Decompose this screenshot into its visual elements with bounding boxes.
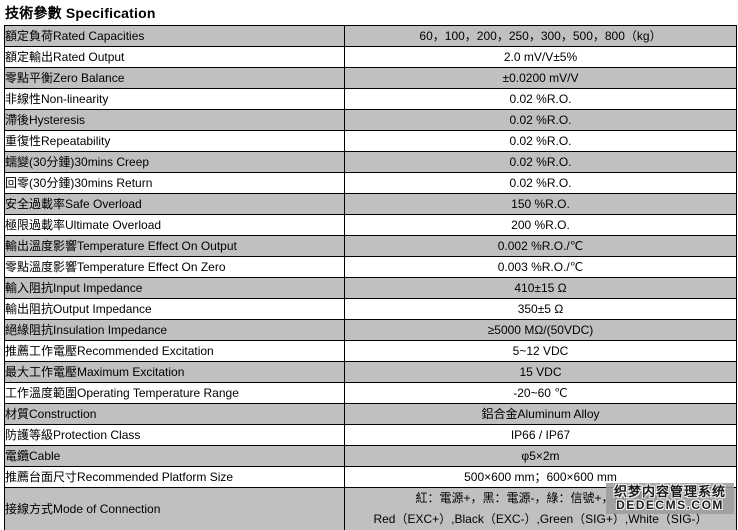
table-row: 極限過載率Ultimate Overload 200 %R.O. [4, 214, 737, 236]
table-row: 工作溫度範圍Operating Temperature Range -20~60 … [4, 382, 737, 404]
spec-parameter-value: 500×600 mm；600×600 mm [344, 466, 737, 488]
table-row: 零點平衡Zero Balance ±0.0200 mV/V [4, 67, 737, 89]
spec-value-line: Red（EXC+）,Black（EXC-）,Green（SIG+）,White（… [373, 512, 708, 526]
spec-parameter-value: 15 VDC [344, 361, 737, 383]
spec-parameter-value: 0.02 %R.O. [344, 88, 737, 110]
spec-parameter-value: 鋁合金Aluminum Alloy [344, 403, 737, 425]
spec-parameter-label: 材質Construction [4, 403, 345, 425]
table-row: 材質Construction 鋁合金Aluminum Alloy [4, 403, 737, 425]
spec-parameter-label: 推薦台面尺寸Recommended Platform Size [4, 466, 345, 488]
spec-parameter-label: 防護等級Protection Class [4, 424, 345, 446]
spec-parameter-value: ±0.0200 mV/V [344, 67, 737, 89]
spec-parameter-value: IP66 / IP67 [344, 424, 737, 446]
table-row: 蠕變(30分鍾)30mins Creep 0.02 %R.O. [4, 151, 737, 173]
spec-parameter-value: 0.02 %R.O. [344, 130, 737, 152]
watermark-domain: DEDECMS.COM [616, 498, 724, 512]
spec-parameter-value: 0.003 %R.O./℃ [344, 256, 737, 278]
table-row: 接線方式Mode of Connection 紅：電源+，黑：電源-，綠：信號+，… [4, 487, 737, 530]
table-row: 額定負荷Rated Capacities 60，100，200，250，300，5… [4, 25, 737, 47]
spec-parameter-label: 絕緣阻抗Insulation Impedance [4, 319, 345, 341]
spec-parameter-value: 60，100，200，250，300，500，800（kg） [344, 25, 737, 47]
spec-parameter-label: 接線方式Mode of Connection [4, 487, 345, 530]
table-row: 最大工作電壓Maximum Excitation 15 VDC [4, 361, 737, 383]
spec-parameter-label: 輸出溫度影響Temperature Effect On Output [4, 235, 345, 257]
spec-parameter-value: 350±5 Ω [344, 298, 737, 320]
spec-parameter-label: 極限過載率Ultimate Overload [4, 214, 345, 236]
table-row: 輸出溫度影響Temperature Effect On Output 0.002 … [4, 235, 737, 257]
spec-parameter-value: 5~12 VDC [344, 340, 737, 362]
table-row: 防護等級Protection Class IP66 / IP67 [4, 424, 737, 446]
spec-parameter-value: 2.0 mV/V±5% [344, 46, 737, 68]
specification-table: 額定負荷Rated Capacities 60，100，200，250，300，5… [4, 25, 737, 530]
table-row: 額定輸出Rated Output 2.0 mV/V±5% [4, 46, 737, 68]
table-row: 輸入阻抗Input Impedance 410±15 Ω [4, 277, 737, 299]
spec-value-line: 紅：電源+，黑：電源-，綠：信號+，白：信號- [415, 491, 666, 505]
spec-parameter-label: 零點平衡Zero Balance [4, 67, 345, 89]
spec-parameter-label: 安全過載率Safe Overload [4, 193, 345, 215]
spec-parameter-label: 重復性Repeatability [4, 130, 345, 152]
table-row: 安全過載率Safe Overload 150 %R.O. [4, 193, 737, 215]
spec-parameter-value: 0.02 %R.O. [344, 172, 737, 194]
table-row: 電纜Cable φ5×2m [4, 445, 737, 467]
spec-parameter-label: 蠕變(30分鍾)30mins Creep [4, 151, 345, 173]
table-row: 推薦工作電壓Recommended Excitation 5~12 VDC [4, 340, 737, 362]
page-title: 技術參數 Specification [5, 5, 156, 21]
spec-parameter-value: 410±15 Ω [344, 277, 737, 299]
spec-parameter-value: φ5×2m [344, 445, 737, 467]
table-row: 輸出阻抗Output Impedance 350±5 Ω [4, 298, 737, 320]
spec-parameter-label: 推薦工作電壓Recommended Excitation [4, 340, 345, 362]
spec-parameter-value: 0.02 %R.O. [344, 151, 737, 173]
spec-parameter-value: ≥5000 MΩ/(50VDC) [344, 319, 737, 341]
spec-parameter-value: 紅：電源+，黑：電源-，綠：信號+，白：信號- Red（EXC+）,Black（E… [344, 487, 737, 530]
spec-parameter-label: 額定負荷Rated Capacities [4, 25, 345, 47]
spec-parameter-label: 輸入阻抗Input Impedance [4, 277, 345, 299]
table-row: 重復性Repeatability 0.02 %R.O. [4, 130, 737, 152]
spec-parameter-label: 零點溫度影響Temperature Effect On Zero [4, 256, 345, 278]
table-row: 推薦台面尺寸Recommended Platform Size 500×600 m… [4, 466, 737, 488]
spec-parameter-label: 滯後Hysteresis [4, 109, 345, 131]
spec-parameter-value: 150 %R.O. [344, 193, 737, 215]
spec-parameter-value: 0.02 %R.O. [344, 109, 737, 131]
spec-parameter-label: 輸出阻抗Output Impedance [4, 298, 345, 320]
watermark-text: 织梦内容管理系统 [613, 484, 726, 499]
table-row: 非線性Non-linearity 0.02 %R.O. [4, 88, 737, 110]
table-row: 零點溫度影響Temperature Effect On Zero 0.003 %R… [4, 256, 737, 278]
spec-parameter-value: -20~60 ℃ [344, 382, 737, 404]
table-row: 回零(30分鍾)30mins Return 0.02 %R.O. [4, 172, 737, 194]
spec-parameter-label: 額定輸出Rated Output [4, 46, 345, 68]
spec-parameter-label: 非線性Non-linearity [4, 88, 345, 110]
table-row: 滯後Hysteresis 0.02 %R.O. [4, 109, 737, 131]
spec-parameter-value: 0.002 %R.O./℃ [344, 235, 737, 257]
spec-parameter-label: 工作溫度範圍Operating Temperature Range [4, 382, 345, 404]
table-row: 絕緣阻抗Insulation Impedance ≥5000 MΩ/(50VDC) [4, 319, 737, 341]
spec-parameter-label: 回零(30分鍾)30mins Return [4, 172, 345, 194]
spec-parameter-value: 200 %R.O. [344, 214, 737, 236]
dedecms-watermark: 织梦内容管理系统 DEDECMS.COM [606, 483, 734, 514]
spec-parameter-label: 最大工作電壓Maximum Excitation [4, 361, 345, 383]
spec-parameter-label: 電纜Cable [4, 445, 345, 467]
